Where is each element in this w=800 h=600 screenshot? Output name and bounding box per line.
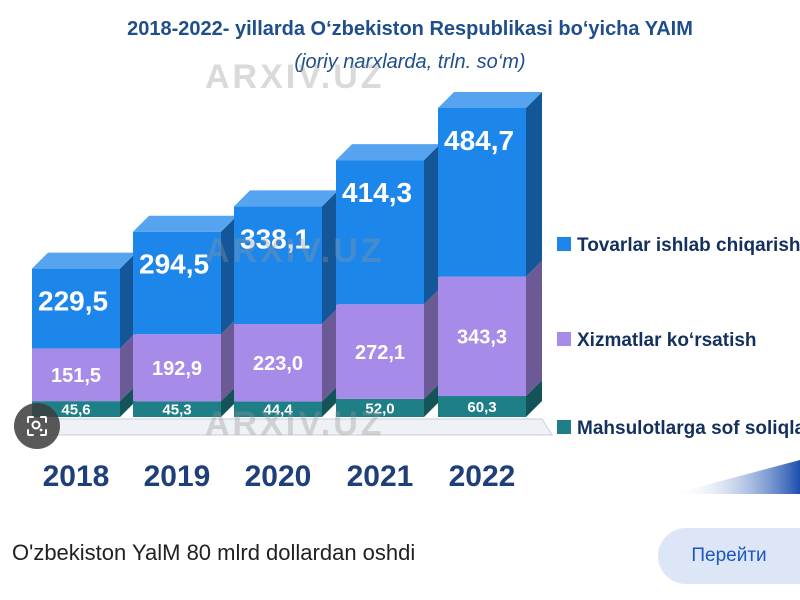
bar-side	[526, 260, 542, 397]
data-label: 294,5	[139, 249, 209, 280]
bar-side	[322, 307, 338, 402]
x-tick-label: 2022	[449, 460, 516, 493]
bar-segment	[234, 401, 322, 417]
chart-title: 2018-2022- yillarda O‘zbekiston Respubli…	[127, 18, 693, 40]
go-button[interactable]: Перейти	[658, 528, 800, 584]
bar-top	[133, 215, 237, 232]
google-lens-icon	[27, 416, 47, 436]
bar-side	[120, 252, 136, 349]
x-tick-label: 2019	[144, 460, 211, 493]
chart-svg: 2018-2022- yillarda O‘zbekiston Respubli…	[20, 18, 800, 494]
x-tick-label: 2021	[347, 460, 414, 493]
legend-swatch	[557, 332, 571, 346]
bar-side	[322, 190, 338, 324]
google-lens-button[interactable]	[14, 403, 60, 449]
data-label: 338,1	[240, 223, 310, 254]
bar-segment	[336, 398, 424, 417]
bar-top	[234, 190, 338, 207]
legend-swatch	[557, 420, 571, 434]
bar-segment	[133, 231, 221, 335]
chart-subtitle: (joriy narxlarda, trln. so‘m)	[294, 51, 525, 73]
x-tick-label: 2018	[43, 460, 110, 493]
data-label: 229,5	[38, 286, 108, 317]
bar-side	[424, 144, 440, 305]
data-label: 343,3	[457, 327, 507, 349]
legend-label: Mahsulotlarga sof soliqlar	[577, 418, 800, 439]
bar-side	[322, 385, 338, 417]
data-label: 45,3	[162, 402, 191, 419]
legend-swatch	[557, 237, 571, 251]
data-label: 151,5	[51, 365, 101, 387]
bar-side	[221, 318, 237, 402]
bar-segment	[32, 348, 120, 402]
bar-segment	[438, 276, 526, 397]
data-label: 52,0	[365, 400, 394, 417]
bar-top	[336, 144, 440, 161]
data-label: 45,6	[61, 401, 90, 418]
bar-segment	[32, 268, 120, 349]
data-label: 223,0	[253, 353, 303, 375]
bar-segment	[133, 401, 221, 417]
bar-side	[526, 380, 542, 417]
data-label: 484,7	[444, 125, 514, 156]
x-tick-label: 2020	[245, 460, 312, 493]
bar-segment	[234, 323, 322, 402]
legend-label: Tovarlar ishlab chiqarish	[577, 235, 800, 256]
watermark: ARXIV.UZ	[205, 58, 385, 96]
bar-segment	[133, 334, 221, 402]
data-label: 414,3	[342, 177, 412, 208]
data-label: 192,9	[152, 358, 202, 380]
bar-top	[32, 252, 136, 269]
legend-label: Xizmatlar ko‘rsatish	[577, 330, 757, 351]
bar-segment	[438, 396, 526, 417]
bar-side	[424, 288, 440, 399]
result-caption[interactable]: O'zbekiston YalM 80 mlrd dollardan oshdi	[12, 540, 416, 565]
watermark: ARXIV.UZ	[205, 405, 385, 443]
bar-top	[438, 92, 542, 108]
watermark: ARXIV.UZ	[205, 232, 385, 270]
chart-area: 2018-2022- yillarda O‘zbekiston Respubli…	[20, 18, 800, 494]
bar-side	[424, 382, 440, 417]
bar-side	[221, 215, 237, 335]
bar-side	[120, 332, 136, 402]
data-label: 60,3	[467, 399, 496, 416]
bar-segment	[336, 304, 424, 399]
bar-side	[526, 92, 542, 277]
data-label: 44,4	[263, 402, 293, 419]
bar-segment	[438, 108, 526, 277]
bar-side	[221, 385, 237, 417]
bar-side	[120, 385, 136, 417]
bar-segment	[336, 160, 424, 305]
decorative-wedge	[672, 460, 800, 494]
bar-segment	[234, 206, 322, 324]
data-label: 272,1	[355, 342, 405, 364]
